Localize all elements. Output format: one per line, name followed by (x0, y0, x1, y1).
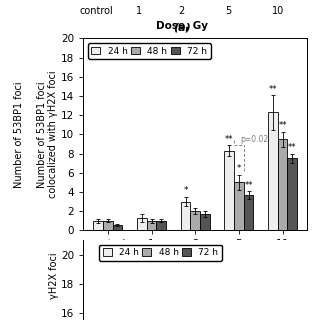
Text: 1: 1 (136, 6, 142, 16)
Text: control: control (80, 6, 114, 16)
Bar (113, 225, 122, 230)
Bar (190, 211, 200, 230)
Text: p=0.02: p=0.02 (240, 134, 268, 143)
Text: *: * (237, 164, 241, 173)
Text: **: ** (225, 134, 234, 143)
Bar (147, 221, 156, 230)
Text: 5: 5 (226, 6, 232, 16)
Bar (181, 202, 190, 230)
Bar (224, 151, 234, 230)
Text: Dose, Gy: Dose, Gy (156, 21, 208, 31)
Text: **: ** (288, 143, 296, 152)
Bar (93, 221, 103, 230)
Bar (156, 221, 166, 230)
Y-axis label: Number of 53BP1 foci
colocalized with γH2X foci: Number of 53BP1 foci colocalized with γH… (36, 71, 58, 198)
Legend: 24 h, 48 h, 72 h: 24 h, 48 h, 72 h (99, 244, 222, 261)
Text: 2: 2 (179, 6, 185, 16)
Text: *: * (183, 186, 188, 195)
Bar (103, 221, 113, 230)
Legend: 24 h, 48 h, 72 h: 24 h, 48 h, 72 h (88, 43, 211, 59)
Text: (b): (b) (186, 273, 204, 283)
Text: 10: 10 (272, 6, 284, 16)
Bar (244, 195, 253, 230)
Text: (a): (a) (173, 22, 191, 32)
Text: **: ** (269, 84, 277, 93)
Text: Number of 53BP1 foci: Number of 53BP1 foci (14, 81, 24, 188)
Bar (278, 139, 287, 230)
Bar (200, 214, 210, 230)
Bar (287, 158, 297, 230)
Bar (137, 218, 147, 230)
Text: **: ** (244, 180, 253, 189)
Bar (268, 112, 278, 230)
X-axis label: Dose, Gy: Dose, Gy (167, 255, 223, 265)
Text: γH2X foci: γH2X foci (49, 252, 60, 299)
Bar (234, 182, 244, 230)
Text: **: ** (278, 121, 287, 130)
